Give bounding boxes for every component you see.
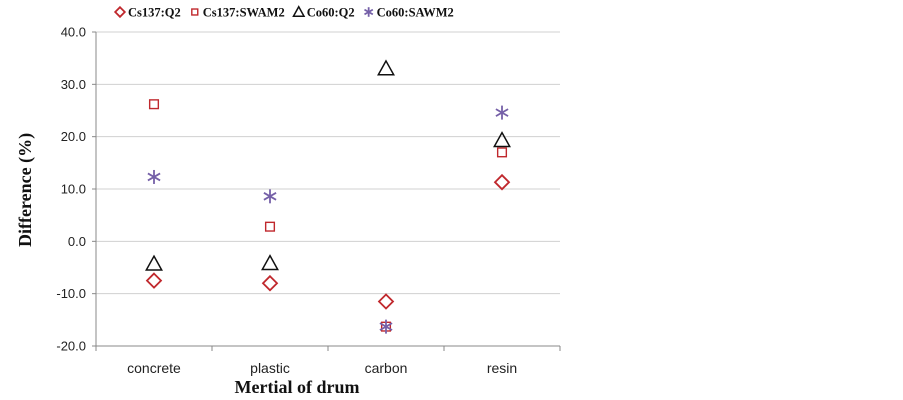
- marker-shape: [145, 272, 163, 289]
- data-point: [261, 274, 279, 292]
- marker-shape: [261, 254, 279, 271]
- marker-shape: [261, 274, 279, 292]
- x-tick-label: carbon: [365, 360, 408, 376]
- legend-item: Cs137:Q2: [113, 5, 181, 20]
- marker-shape: [377, 59, 395, 76]
- legend-item: Cs137:SWAM2: [191, 6, 285, 20]
- y-tick-label: 0.0: [68, 234, 86, 249]
- y-tick-label: 20.0: [61, 129, 86, 144]
- data-point: [377, 59, 395, 76]
- x-tick-label: plastic: [250, 360, 290, 376]
- legend: Cs137:Q2 Cs137:SWAM2 Co60:Q2 Co60:SAWM2: [113, 5, 454, 20]
- y-tick-label: 40.0: [61, 25, 86, 40]
- legend-marker: [191, 8, 199, 16]
- category-label-layer: concrete plastic carbon resin: [127, 360, 517, 376]
- legend-label: Co60:Q2: [307, 6, 355, 20]
- marker-stroke: [147, 172, 161, 182]
- marker-stroke: [263, 192, 277, 201]
- grid-layer: [96, 31, 560, 347]
- legend-item: Co60:Q2: [292, 5, 355, 20]
- marker-shape: [148, 99, 160, 110]
- data-point: [379, 319, 393, 334]
- marker-shape: [493, 173, 511, 191]
- x-tick-label: resin: [487, 360, 517, 376]
- data-point: [147, 169, 161, 184]
- marks-layer: [145, 59, 511, 334]
- series-co60-sawm2: [147, 105, 509, 334]
- data-point: [263, 189, 277, 204]
- legend-label: Cs137:SWAM2: [203, 6, 285, 20]
- y-tick-label: 30.0: [61, 77, 86, 92]
- legend-marker: [292, 5, 306, 17]
- marker-stroke: [364, 8, 374, 16]
- marker-shape: [191, 8, 199, 16]
- legend-label: Cs137:Q2: [128, 6, 181, 20]
- y-tick-label: -10.0: [56, 286, 86, 301]
- marker-stroke: [379, 322, 393, 331]
- legend-item: Co60:SAWM2: [364, 6, 454, 20]
- axis-layer: [92, 31, 561, 351]
- legend-marker: [364, 7, 374, 17]
- data-point: [496, 147, 508, 158]
- x-tick-label: concrete: [127, 360, 181, 376]
- data-point: [264, 221, 276, 232]
- series-cs137-q2: [145, 173, 511, 310]
- legend-label: Co60:SAWM2: [377, 6, 454, 20]
- marker-shape: [292, 5, 306, 17]
- marker-shape: [377, 293, 395, 310]
- data-point: [261, 254, 279, 271]
- marker-shape: [145, 254, 163, 271]
- series-co60-q2: [145, 59, 511, 271]
- marker-shape: [496, 147, 508, 158]
- marker-shape: [113, 5, 127, 19]
- x-axis-title: Mertial of drum: [235, 377, 360, 397]
- data-point: [493, 131, 511, 148]
- data-point: [377, 293, 395, 310]
- tick-label-layer: -20.0 -10.0 0.0 10.0 20.0 30.0 40.0: [56, 25, 86, 354]
- data-point: [493, 173, 511, 191]
- data-point: [145, 254, 163, 271]
- y-tick-label: 10.0: [61, 182, 86, 197]
- series-cs137-swam2: [148, 99, 508, 332]
- legend-marker: [113, 5, 127, 19]
- marker-shape: [493, 131, 511, 148]
- data-point: [495, 105, 509, 120]
- marker-shape: [264, 221, 276, 232]
- y-axis-title: Difference (%): [15, 133, 36, 247]
- y-tick-label: -20.0: [56, 339, 86, 354]
- data-point: [145, 272, 163, 289]
- marker-stroke: [495, 108, 509, 117]
- data-point: [148, 99, 160, 110]
